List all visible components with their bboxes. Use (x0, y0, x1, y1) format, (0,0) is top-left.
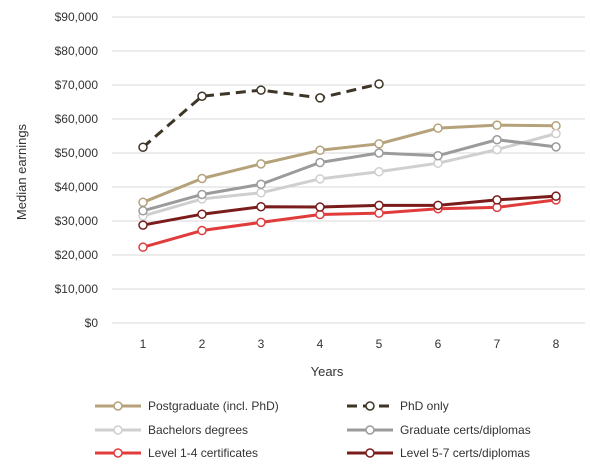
data-point (492, 195, 502, 205)
data-point (374, 139, 384, 149)
legend-swatch-marker (113, 425, 123, 435)
y-axis-title: Median earnings (14, 123, 29, 220)
data-point (374, 166, 384, 177)
data-point (197, 91, 207, 101)
legend-item: Level 5-7 certs/diplomas (347, 446, 530, 460)
gridlines (112, 16, 585, 324)
data-point (315, 202, 325, 212)
data-point (492, 120, 502, 130)
series-1 (138, 79, 384, 152)
series-line (142, 138, 557, 213)
legend-label: Graduate certs/diplomas (400, 423, 531, 437)
data-point (197, 225, 207, 236)
data-point (256, 179, 266, 190)
data-point (492, 144, 502, 155)
y-axis-ticks: $0 $10,000 $20,000 $30,000 $40,000 $50,000 $60… (55, 10, 99, 330)
x-tick-label: 7 (494, 337, 501, 351)
x-tick-label: 8 (553, 337, 560, 351)
legend-swatch-marker (113, 448, 123, 458)
y-tick-label: $0 (85, 316, 99, 330)
x-axis-title: Years (311, 364, 344, 379)
legend-swatch-marker (365, 425, 375, 435)
x-tick-label: 1 (140, 337, 147, 351)
data-point (374, 208, 384, 218)
data-point (256, 85, 266, 95)
data-point (138, 142, 148, 152)
x-tick-label: 3 (258, 337, 265, 351)
data-point (256, 159, 266, 169)
data-point (374, 200, 384, 211)
data-point (551, 142, 561, 152)
data-point (197, 189, 207, 200)
data-point (492, 134, 502, 145)
data-point (138, 242, 148, 252)
series-3 (138, 134, 561, 216)
legend-item: Graduate certs/diplomas (347, 423, 531, 437)
data-point (551, 128, 561, 139)
data-point (551, 191, 561, 201)
data-point (374, 148, 384, 158)
data-point (315, 93, 325, 103)
x-tick-label: 5 (376, 337, 383, 351)
x-tick-label: 6 (435, 337, 442, 351)
data-point (197, 209, 207, 219)
legend-swatch-marker (365, 401, 375, 411)
data-point (374, 79, 384, 89)
series-line (142, 194, 557, 227)
legend-label: Bachelors degrees (148, 423, 248, 437)
series-line (142, 198, 557, 249)
y-tick-label: $70,000 (55, 78, 99, 92)
y-tick-label: $20,000 (55, 248, 99, 262)
data-point (138, 206, 148, 216)
x-tick-label: 2 (199, 337, 206, 351)
y-tick-label: $80,000 (55, 44, 99, 58)
series-5 (138, 191, 561, 230)
y-tick-label: $10,000 (55, 282, 99, 296)
data-point (256, 188, 266, 198)
x-axis-ticks: 1 2 3 4 5 6 7 8 (140, 337, 560, 351)
x-tick-label: 4 (317, 337, 324, 351)
series-line (142, 123, 557, 204)
legend-label: PhD only (400, 399, 449, 413)
data-point (138, 197, 148, 208)
legend-label: Level 1-4 certificates (148, 446, 258, 460)
data-point (315, 174, 325, 184)
data-point (433, 123, 443, 133)
y-tick-label: $30,000 (55, 214, 99, 228)
data-point (197, 173, 207, 184)
data-point (256, 201, 266, 212)
y-tick-label: $60,000 (55, 112, 99, 126)
data-point (315, 157, 325, 168)
y-tick-label: $50,000 (55, 146, 99, 160)
data-point (551, 121, 561, 131)
legend-label: Postgraduate (incl. PhD) (148, 399, 279, 413)
legend-item: Bachelors degrees (95, 423, 248, 437)
legend-item: Postgraduate (incl. PhD) (95, 399, 279, 413)
legend-swatch-marker (113, 401, 123, 411)
data-point (315, 145, 325, 156)
y-tick-label: $40,000 (55, 180, 99, 194)
data-point (138, 220, 148, 230)
data-point (433, 150, 443, 161)
legend-item: Level 1-4 certificates (95, 446, 258, 460)
data-point (256, 217, 266, 228)
legend-item: PhD only (347, 399, 449, 413)
legend-swatch-marker (365, 448, 375, 458)
data-point (433, 200, 443, 211)
legend-label: Level 5-7 certs/diplomas (400, 446, 530, 460)
series-lines (138, 79, 561, 252)
series-line (142, 132, 557, 218)
y-tick-label: $90,000 (55, 10, 99, 24)
legend: Postgraduate (incl. PhD) PhD only Bachelor… (95, 399, 531, 460)
